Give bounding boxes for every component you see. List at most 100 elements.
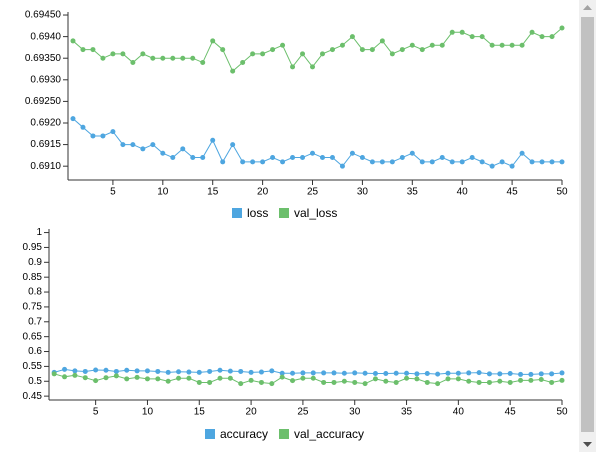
- point: [529, 29, 535, 35]
- point: [341, 378, 347, 384]
- scroll-down[interactable]: [583, 442, 592, 447]
- point: [72, 372, 78, 378]
- point: [538, 376, 544, 382]
- line: [54, 368, 563, 375]
- point: [290, 64, 296, 70]
- point: [352, 370, 358, 376]
- point: [238, 381, 244, 387]
- point: [455, 376, 461, 382]
- y-tick-label: 0.6: [28, 346, 42, 357]
- point: [404, 375, 410, 381]
- point: [103, 367, 109, 373]
- point: [134, 374, 140, 380]
- point: [476, 370, 482, 376]
- legend-swatch: [232, 208, 242, 218]
- point: [300, 51, 306, 57]
- point: [528, 377, 534, 383]
- point: [497, 371, 503, 377]
- point: [329, 47, 335, 53]
- point: [290, 370, 296, 376]
- y-tick-label: 0.8: [28, 287, 42, 298]
- point: [130, 142, 136, 148]
- point: [70, 38, 76, 44]
- line: [72, 118, 562, 167]
- x-tick-label: 50: [556, 187, 568, 198]
- point: [341, 370, 347, 376]
- point: [160, 55, 166, 61]
- point: [113, 373, 119, 379]
- y-tick-label: 0.69250: [25, 96, 62, 107]
- point: [110, 51, 116, 57]
- point: [290, 155, 296, 161]
- legend-swatch: [279, 429, 289, 439]
- point: [260, 159, 266, 165]
- point: [479, 159, 485, 165]
- x-tick-label: 5: [93, 407, 99, 418]
- point: [196, 379, 202, 385]
- point: [270, 155, 276, 161]
- y-tick-label: 1: [36, 227, 42, 238]
- point: [269, 368, 275, 374]
- point: [559, 370, 565, 376]
- scrollbar-thumb[interactable]: [581, 17, 594, 432]
- point: [113, 368, 119, 374]
- x-tick-label: 35: [401, 407, 413, 418]
- point: [339, 163, 345, 169]
- point: [439, 155, 445, 161]
- point: [70, 116, 76, 122]
- point: [165, 378, 171, 384]
- point: [300, 375, 306, 381]
- point: [349, 34, 355, 40]
- point: [383, 378, 389, 384]
- point: [62, 374, 68, 380]
- line: [72, 27, 563, 72]
- point: [207, 379, 213, 385]
- x-tick-label: 45: [507, 187, 519, 198]
- point: [499, 42, 505, 48]
- point: [429, 42, 435, 48]
- point: [124, 367, 130, 373]
- point: [90, 47, 96, 53]
- point: [82, 375, 88, 381]
- point: [160, 150, 166, 156]
- point: [80, 47, 86, 53]
- x-tick-label: 5: [110, 187, 116, 198]
- point: [429, 159, 435, 165]
- point: [372, 371, 378, 377]
- point: [549, 34, 555, 40]
- point: [93, 378, 99, 384]
- point: [479, 34, 485, 40]
- x-tick-label: 35: [407, 187, 419, 198]
- legend-label: loss: [247, 206, 268, 220]
- point: [165, 369, 171, 375]
- point: [409, 150, 415, 156]
- point: [359, 155, 365, 161]
- point: [449, 29, 455, 35]
- y-tick-label: 0.6915: [30, 139, 61, 150]
- point: [190, 155, 196, 161]
- point: [230, 68, 236, 74]
- point: [419, 47, 425, 53]
- point: [227, 368, 233, 374]
- point: [93, 367, 99, 373]
- point: [170, 55, 176, 61]
- point: [321, 379, 327, 385]
- line: [54, 373, 563, 385]
- point: [409, 42, 415, 48]
- point: [549, 379, 555, 385]
- point: [217, 375, 223, 381]
- point: [110, 129, 116, 135]
- point: [310, 64, 316, 70]
- point: [155, 368, 161, 374]
- point: [140, 51, 146, 57]
- point: [549, 159, 555, 165]
- point: [509, 42, 515, 48]
- point: [383, 371, 389, 377]
- point: [207, 368, 213, 374]
- point: [529, 159, 535, 165]
- scroll-up[interactable]: [583, 5, 592, 10]
- point: [507, 371, 513, 377]
- point: [393, 370, 399, 376]
- point: [217, 367, 223, 373]
